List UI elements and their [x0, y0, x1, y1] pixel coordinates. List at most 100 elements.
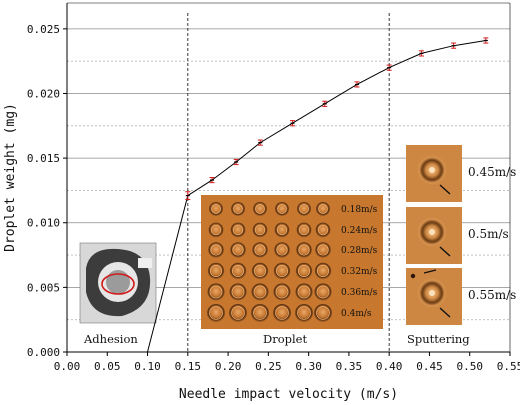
highlight-ellipse	[101, 273, 135, 295]
y-tick-label: 0.015	[27, 152, 60, 165]
droplet-speed-label: 0.18m/s	[341, 205, 378, 215]
arrow-icon	[439, 246, 451, 257]
data-point	[483, 37, 489, 44]
data-point	[233, 158, 239, 166]
droplet-mark	[297, 202, 311, 216]
droplet-ring	[209, 306, 223, 320]
region-label: Adhesion	[83, 332, 138, 346]
data-point	[322, 100, 328, 107]
droplet-ring	[275, 306, 289, 320]
droplet-ring	[276, 265, 288, 277]
needle-notch	[138, 258, 152, 268]
droplet-mark	[252, 222, 268, 238]
sputter-speed-label: 0.5m/s	[468, 227, 509, 241]
droplet-ring	[275, 285, 289, 299]
data-point	[386, 64, 392, 71]
droplet-mark	[230, 222, 246, 238]
sputter-center	[429, 229, 435, 235]
droplet-ring	[231, 285, 245, 299]
droplet-speed-label: 0.24m/s	[341, 226, 378, 236]
data-point	[185, 191, 191, 200]
sputter-center	[429, 167, 435, 173]
droplet-speed-label: 0.32m/s	[341, 267, 378, 277]
droplet-ring	[253, 285, 267, 299]
droplet-ring	[298, 244, 310, 256]
x-tick-label: 0.05	[94, 360, 121, 373]
droplet-ring	[253, 306, 267, 320]
droplet-ring	[318, 204, 328, 214]
y-tick-label: 0.025	[27, 23, 60, 36]
droplet-ring	[232, 265, 244, 277]
sputter-photo: 0.55m/s	[406, 268, 516, 325]
sputter-photo: 0.5m/s	[406, 207, 509, 264]
droplet-speed-label: 0.28m/s	[341, 246, 378, 256]
series-line	[147, 40, 486, 353]
data-point	[451, 42, 457, 49]
droplet-ring	[317, 244, 329, 256]
data-point	[290, 120, 296, 127]
droplet-mark	[231, 202, 245, 216]
adhesion-photo	[79, 242, 157, 324]
droplet-photo-bg	[201, 195, 383, 329]
droplet-mark	[274, 222, 290, 238]
droplet-ring	[211, 204, 221, 214]
sputter-center	[429, 290, 435, 296]
droplet-ring	[317, 224, 329, 236]
droplet-speed-label: 0.4m/s	[341, 309, 372, 319]
x-tick-label: 0.10	[134, 360, 161, 373]
data-point	[354, 81, 360, 88]
droplet-mark	[316, 202, 330, 216]
x-tick-label: 0.40	[376, 360, 403, 373]
x-tick-label: 0.45	[416, 360, 443, 373]
droplet-ring	[231, 306, 245, 320]
droplet-ring	[298, 265, 310, 277]
data-point	[418, 50, 424, 57]
arrow-icon	[439, 184, 451, 195]
droplet-mark	[296, 222, 312, 238]
x-axis-title: Needle impact velocity (m/s)	[179, 387, 398, 402]
droplet-mark	[208, 222, 224, 238]
y-axis-title: Droplet weight (mg)	[3, 103, 18, 252]
x-tick-label: 0.00	[54, 360, 81, 373]
droplet-ring	[299, 204, 309, 214]
y-tick-label: 0.000	[27, 346, 60, 359]
droplet-mark	[315, 222, 331, 238]
droplet-ring	[232, 244, 244, 256]
droplet-ring	[277, 204, 287, 214]
droplet-ring	[316, 306, 330, 320]
satellite-droplet	[410, 273, 416, 279]
sputter-speed-label: 0.45m/s	[468, 165, 516, 179]
droplet-speed-label: 0.36m/s	[341, 288, 378, 298]
droplet-ring	[255, 204, 265, 214]
needle-core	[106, 270, 130, 294]
data-point	[257, 139, 263, 146]
droplet-mark	[253, 202, 267, 216]
x-tick-label: 0.55	[497, 360, 520, 373]
droplet-ring	[297, 285, 311, 299]
region-label: Droplet	[263, 332, 307, 346]
droplet-mark	[275, 202, 289, 216]
droplet-ring	[316, 285, 330, 299]
x-tick-label: 0.30	[295, 360, 322, 373]
x-tick-label: 0.50	[456, 360, 483, 373]
droplet-ring	[232, 224, 244, 236]
sputter-photo: 0.45m/s	[406, 145, 516, 202]
y-tick-label: 0.010	[27, 217, 60, 230]
x-tick-label: 0.15	[175, 360, 202, 373]
droplet-ring	[276, 224, 288, 236]
data-point	[209, 177, 215, 184]
x-tick-label: 0.25	[255, 360, 282, 373]
droplet-ring	[210, 244, 222, 256]
y-tick-label: 0.020	[27, 87, 60, 100]
region-label: Sputtering	[407, 332, 470, 346]
x-tick-label: 0.20	[215, 360, 242, 373]
droplet-ring	[317, 265, 329, 277]
axes: 0.00 0.05 0.10 0.15 0.20 0.25 0.30 0.35 0.40 0.45…	[27, 2, 520, 373]
arrow-icon	[423, 269, 437, 274]
droplet-ring	[254, 244, 266, 256]
droplet-ring	[276, 244, 288, 256]
inset-photos: 0.18m/s 0.24m/s 0.28m/s 0.32m/s 0.36m/s 0.4m/…	[79, 145, 516, 329]
droplet-ring	[209, 285, 223, 299]
sputter-speed-label: 0.55m/s	[468, 288, 516, 302]
